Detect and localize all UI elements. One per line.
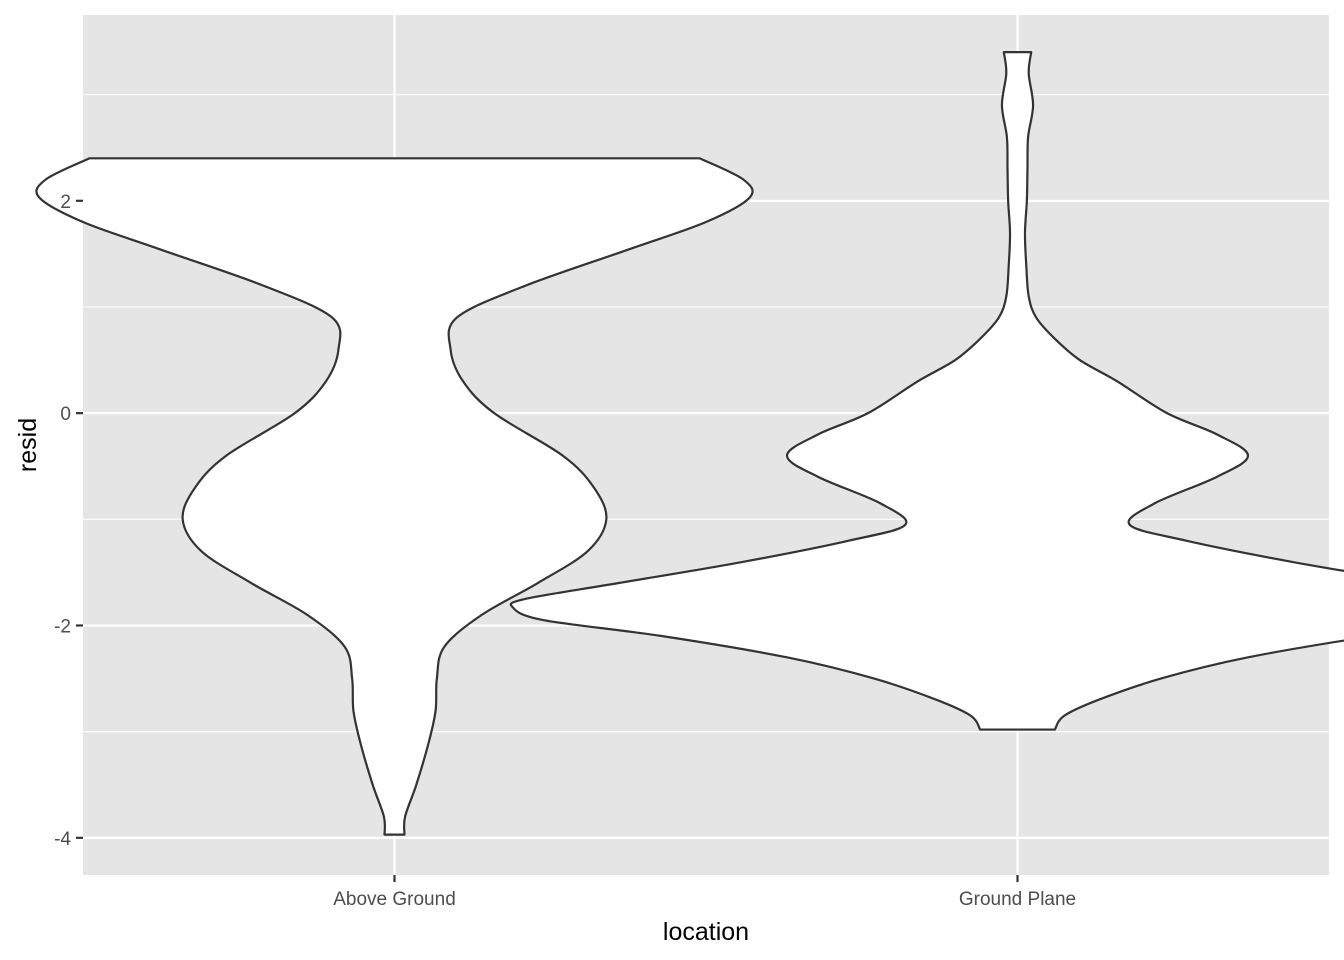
x-tick-label: Above Ground (333, 889, 456, 910)
y-tick-label: 2 (60, 192, 71, 213)
axes: -4 -2 0 2 Above Ground Ground Plane (54, 192, 1076, 910)
y-tick-label: -4 (54, 829, 71, 850)
violin-above-ground (35, 157, 754, 836)
y-axis-title: resid (14, 418, 42, 472)
violin-ground-plane (509, 51, 1344, 731)
violins (35, 51, 1344, 836)
x-axis-title: location (663, 918, 749, 946)
x-tick-label: Ground Plane (959, 889, 1076, 910)
y-tick-label: 0 (60, 404, 71, 425)
y-tick-label: -2 (54, 616, 71, 637)
